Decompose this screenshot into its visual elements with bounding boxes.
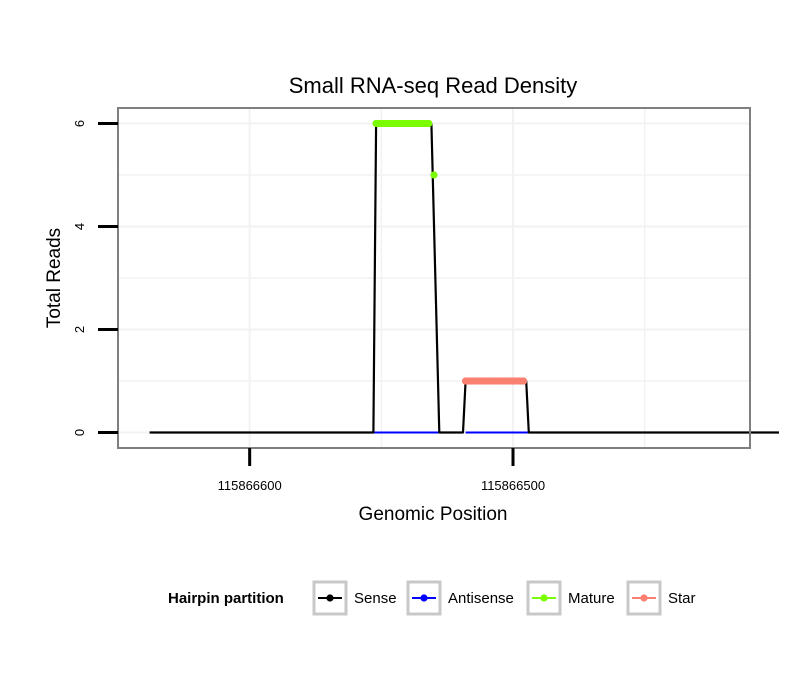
x-tick-label: 115866500: [481, 478, 545, 493]
series-mature: [372, 119, 438, 179]
x-axis-label: Genomic Position: [359, 504, 508, 525]
legend-label: Star: [668, 590, 696, 607]
series-sense-line: [149, 122, 779, 434]
legend-label: Mature: [568, 590, 615, 607]
legend-label: Sense: [354, 590, 397, 607]
legend-entry-sense: Sense: [312, 580, 397, 616]
legend-key-point: [540, 594, 548, 602]
mature-point: [430, 171, 438, 179]
legend-entry-mature: Mature: [526, 580, 615, 616]
plot-area: 0 2 4 6 115866600 115866500: [72, 107, 779, 493]
legend-key-point: [640, 594, 648, 602]
y-tick-label: 6: [72, 120, 87, 127]
legend-entry-antisense: Antisense: [406, 580, 514, 616]
chart-title: Small RNA-seq Read Density: [289, 73, 578, 98]
y-tick-label: 0: [72, 429, 87, 436]
y-axis-label: Total Reads: [44, 228, 65, 328]
y-tick-label: 4: [72, 223, 87, 230]
legend: Hairpin partition Sense Antisense Mature St…: [168, 580, 696, 616]
legend-key-point: [326, 594, 334, 602]
x-tick-label: 115866600: [218, 478, 282, 493]
panel-border: [117, 107, 751, 449]
y-tick-label: 2: [72, 326, 87, 333]
series-star: [462, 377, 528, 385]
legend-title: Hairpin partition: [168, 590, 284, 607]
legend-key-point: [420, 594, 428, 602]
legend-label: Antisense: [448, 590, 514, 607]
legend-entry-star: Star: [626, 580, 696, 616]
